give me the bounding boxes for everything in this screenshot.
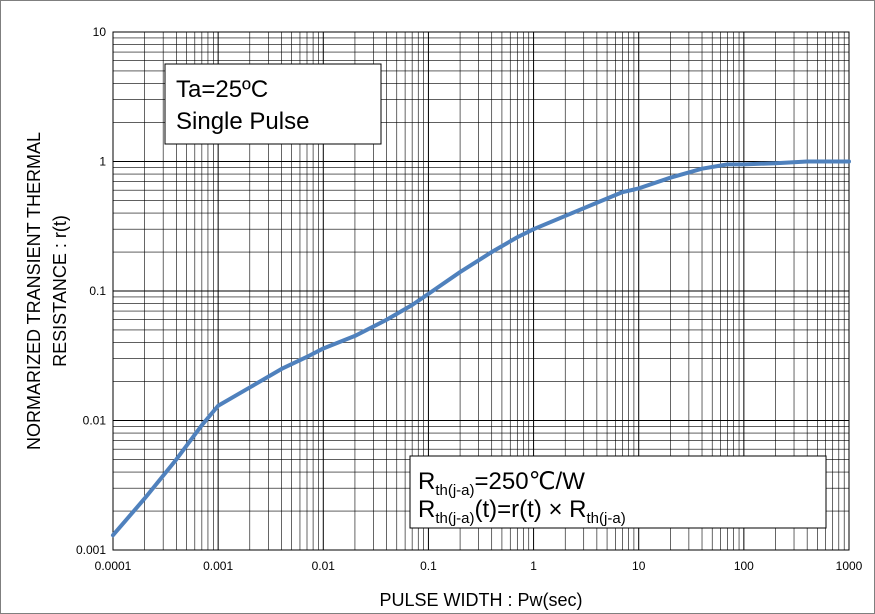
- y-axis-title-line-1: NORMARIZED TRANSIENT THERMAL: [24, 132, 44, 450]
- x-tick-label: 1000: [836, 559, 863, 573]
- x-tick-label: 0.01: [312, 559, 336, 573]
- thermal-resistance-annotation-box: Rth(j-a)=250℃/W Rth(j-a)(t)=r(t) × Rth(j…: [409, 455, 827, 529]
- y-tick-label: 0.1: [89, 284, 106, 298]
- condition-pulse-text: Single Pulse: [176, 108, 309, 135]
- x-tick-label: 0.001: [203, 559, 233, 573]
- y-tick-label: 0.01: [83, 414, 107, 428]
- x-tick-label: 0.0001: [95, 559, 132, 573]
- condition-annotation-box: Ta=25ºC Single Pulse: [164, 63, 382, 145]
- tick-layer: 0.0001 0.001 0.01 0.1 1 10 100 1000 10 1 0.1 0.01 0.…: [76, 25, 863, 573]
- y-axis-title-line-2: RESISTANCE : r(t): [50, 215, 70, 367]
- rth-formula-text: Rth(j-a)(t)=r(t) × Rth(j-a): [418, 496, 626, 527]
- x-axis-title: PULSE WIDTH : Pw(sec): [379, 590, 582, 610]
- plot-area-border: [112, 31, 850, 551]
- series-line-0: [111, 159, 851, 538]
- condition-temperature-text: Ta=25ºC: [176, 76, 268, 103]
- rth-value-text: Rth(j-a)=250℃/W: [418, 468, 585, 499]
- condition-box-frame: [164, 63, 382, 145]
- y-tick-label: 1: [99, 155, 106, 169]
- x-tick-label: 10: [632, 559, 646, 573]
- rth-box-frame: [409, 455, 827, 529]
- x-tick-label: 0.1: [420, 559, 437, 573]
- x-tick-label: 100: [734, 559, 754, 573]
- y-tick-label: 10: [93, 25, 107, 39]
- x-tick-label: 1: [530, 559, 537, 573]
- y-tick-label: 0.001: [76, 543, 106, 557]
- series-layer: [111, 159, 851, 538]
